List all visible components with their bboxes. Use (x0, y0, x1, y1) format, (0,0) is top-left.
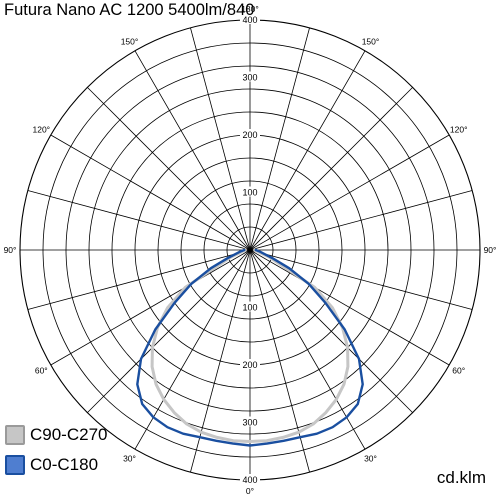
angle-label: 180° (241, 4, 259, 14)
grid-spoke (249, 249, 310, 473)
grid-spoke (249, 249, 450, 366)
legend-label: C0-C180 (30, 455, 99, 474)
grid-spoke (50, 134, 251, 251)
tick-label-bg (240, 71, 260, 82)
grid-spoke (134, 50, 251, 251)
angle-label: 0° (246, 486, 254, 496)
grid-spoke (27, 249, 251, 310)
radial-tick-label: 400 (242, 15, 257, 25)
tick-label-bg (240, 474, 260, 484)
grid-spoke (249, 50, 366, 251)
tick-label-bg (240, 14, 260, 24)
radial-tick-label: 300 (242, 418, 257, 428)
angle-label: 120° (32, 125, 50, 135)
legend-label: C90-C270 (30, 425, 108, 444)
radial-tick-label: 200 (242, 360, 257, 370)
grid-spoke (249, 249, 473, 310)
legend-item-c90-c270: C90-C270 (5, 420, 108, 450)
grid-spoke (50, 249, 251, 366)
angle-label: 90° (4, 245, 17, 255)
legend: C90-C270 C0-C180 (5, 420, 108, 480)
grid-spoke (249, 249, 413, 413)
tick-label-bg (240, 359, 260, 369)
angle-label: 30° (123, 454, 136, 464)
radial-tick-label: 100 (242, 188, 257, 198)
angle-label: 60° (452, 366, 465, 376)
grid-spoke (249, 190, 473, 251)
unit-label: cd.klm (436, 468, 486, 487)
grid-spoke (249, 249, 366, 450)
angle-label: 60° (35, 366, 48, 376)
radial-tick-label: 300 (242, 73, 257, 83)
legend-swatch-c0-c180 (5, 455, 25, 475)
radial-tick-label: 200 (242, 130, 257, 140)
grid-spoke (190, 249, 251, 473)
radial-tick-label: 100 (242, 303, 257, 313)
series-line-c0-c180 (136, 248, 364, 447)
radial-tick-label: 400 (242, 475, 257, 485)
grid-spoke (87, 249, 251, 413)
grid-spoke (190, 27, 251, 251)
angle-label: 30° (364, 454, 377, 464)
legend-item-c0-c180: C0-C180 (5, 450, 108, 480)
tick-label-bg (240, 416, 260, 427)
grid-spoke (27, 190, 251, 251)
angle-label: 150° (121, 36, 139, 46)
tick-label-bg (240, 129, 260, 139)
grid-spoke (87, 87, 251, 251)
grid-spoke (249, 134, 450, 251)
grid-spoke (249, 27, 310, 251)
tick-label-bg (240, 186, 260, 197)
grid-spoke (134, 249, 251, 450)
angle-label: 120° (450, 125, 468, 135)
grid-spoke (249, 87, 413, 251)
tick-label-bg (240, 301, 260, 312)
legend-swatch-c90-c270 (5, 425, 25, 445)
angle-label: 150° (362, 36, 380, 46)
chart-title: Futura Nano AC 1200 5400lm/840 (4, 1, 255, 19)
angle-label: 90° (484, 245, 497, 255)
